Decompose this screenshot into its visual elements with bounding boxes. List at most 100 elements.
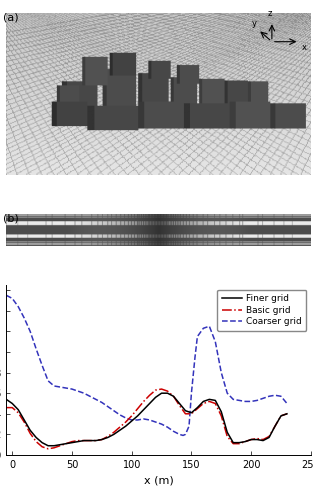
Basic grid (124, 419, 127, 425)
Basic grid (273, 423, 277, 429)
Basic grid (64, 440, 68, 446)
Basic grid (10, 404, 14, 410)
Line: Basic grid: Basic grid (6, 389, 287, 449)
Finer grid (10, 400, 14, 406)
Finer grid (202, 398, 205, 404)
Finer grid (255, 436, 259, 442)
Finer grid (100, 436, 104, 442)
Finer grid (112, 432, 116, 438)
Coarser grid (208, 323, 211, 329)
Basic grid (285, 411, 289, 417)
Basic grid (130, 413, 133, 419)
Basic grid (16, 410, 20, 416)
Finer grid (106, 434, 110, 440)
Finer grid (118, 428, 122, 434)
Basic grid (136, 406, 139, 411)
Basic grid (160, 386, 164, 392)
Text: (b): (b) (3, 214, 19, 224)
Coarser grid (4, 292, 8, 298)
Legend: Finer grid, Basic grid, Coarser grid: Finer grid, Basic grid, Coarser grid (217, 290, 306, 331)
Finer grid (249, 436, 253, 442)
X-axis label: x (m): x (m) (144, 476, 173, 486)
Finer grid (52, 442, 56, 448)
Coarser grid (279, 394, 283, 400)
Finer grid (219, 408, 223, 414)
Finer grid (261, 438, 265, 444)
Basic grid (148, 392, 151, 398)
Finer grid (94, 438, 98, 444)
Basic grid (225, 434, 229, 440)
Finer grid (285, 411, 289, 417)
Finer grid (196, 404, 199, 410)
Basic grid (249, 436, 253, 442)
Basic grid (184, 411, 187, 417)
Coarser grid (70, 386, 74, 392)
Coarser grid (285, 400, 289, 406)
Basic grid (28, 430, 32, 436)
Finer grid (88, 438, 92, 444)
Basic grid (70, 438, 74, 444)
Basic grid (46, 446, 50, 452)
Text: (a): (a) (3, 12, 19, 22)
Finer grid (136, 413, 139, 419)
Basic grid (267, 434, 271, 440)
Coarser grid (193, 354, 197, 360)
Finer grid (214, 398, 217, 404)
Basic grid (202, 400, 205, 406)
Basic grid (231, 440, 235, 446)
Finer grid (4, 396, 8, 402)
Finer grid (46, 442, 50, 448)
Finer grid (22, 417, 26, 423)
Basic grid (261, 436, 265, 442)
Basic grid (243, 438, 247, 444)
Finer grid (70, 440, 74, 446)
Finer grid (184, 408, 187, 414)
Line: Finer grid: Finer grid (6, 393, 287, 446)
Finer grid (166, 390, 170, 396)
Basic grid (82, 438, 86, 444)
Finer grid (64, 440, 68, 446)
Line: Coarser grid: Coarser grid (6, 296, 287, 436)
Basic grid (219, 413, 223, 419)
Finer grid (16, 406, 20, 412)
Basic grid (279, 413, 283, 419)
Basic grid (94, 438, 98, 444)
Finer grid (130, 418, 133, 424)
Basic grid (106, 434, 110, 440)
Basic grid (40, 444, 44, 450)
Coarser grid (100, 400, 104, 406)
Finer grid (28, 428, 32, 434)
Finer grid (243, 438, 247, 444)
Basic grid (76, 438, 80, 444)
Coarser grid (181, 432, 185, 438)
Basic grid (196, 406, 199, 411)
Finer grid (279, 413, 283, 419)
Finer grid (76, 438, 80, 444)
Finer grid (154, 394, 157, 400)
Finer grid (40, 440, 44, 446)
Basic grid (100, 436, 104, 442)
Finer grid (124, 423, 127, 429)
Basic grid (166, 388, 170, 394)
Finer grid (225, 430, 229, 436)
Finer grid (237, 440, 241, 446)
Finer grid (178, 400, 181, 406)
Coarser grid (94, 396, 98, 402)
Basic grid (178, 402, 181, 408)
Basic grid (52, 445, 56, 451)
Finer grid (208, 396, 211, 402)
Basic grid (208, 398, 211, 404)
Basic grid (237, 440, 241, 446)
Basic grid (34, 438, 38, 444)
Finer grid (34, 434, 38, 440)
Basic grid (118, 424, 122, 430)
Finer grid (231, 440, 235, 446)
Finer grid (190, 410, 193, 416)
Basic grid (88, 438, 92, 444)
Finer grid (273, 423, 277, 429)
Basic grid (58, 442, 62, 448)
Finer grid (148, 400, 151, 406)
Basic grid (4, 404, 8, 410)
Finer grid (58, 442, 62, 448)
Basic grid (214, 400, 217, 406)
